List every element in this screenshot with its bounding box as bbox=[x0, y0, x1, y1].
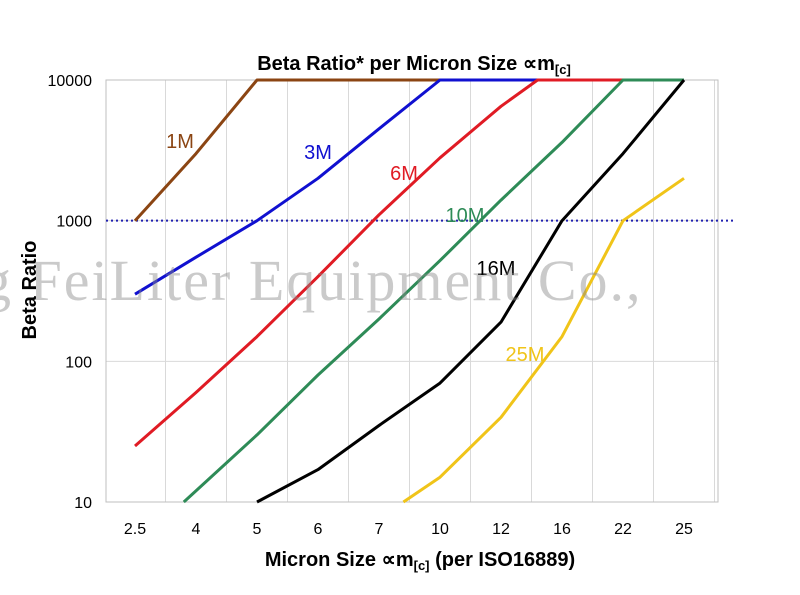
x-axis-title: Micron Size ∝m[c] (per ISO16889) bbox=[265, 549, 575, 573]
x-tick-label: 10 bbox=[431, 521, 449, 538]
x-tick-label: 6 bbox=[314, 521, 323, 538]
x-tick-label: 7 bbox=[375, 521, 384, 538]
x-tick-label: 25 bbox=[675, 521, 693, 538]
series-label-1m: 1M bbox=[166, 131, 194, 153]
series-line-10m bbox=[182, 78, 684, 504]
watermark: g FeiLiter Equipment Co., bbox=[0, 248, 643, 313]
x-tick-label: 16 bbox=[553, 521, 571, 538]
y-tick-label: 10000 bbox=[48, 73, 93, 90]
series-labels: 1M 3M 6M 10M 16M 25M bbox=[166, 131, 544, 366]
series-label-3m: 3M bbox=[304, 142, 332, 164]
series-line-16m bbox=[256, 79, 686, 504]
x-tick-label: 5 bbox=[253, 521, 262, 538]
series-line-6m bbox=[134, 78, 684, 448]
x-tick-labels: 2.5 4 5 6 7 10 12 16 22 25 bbox=[124, 521, 693, 538]
x-tick-label: 2.5 bbox=[124, 521, 146, 538]
x-tick-label: 12 bbox=[492, 521, 510, 538]
x-tick-label: 4 bbox=[192, 521, 201, 538]
chart-title: Beta Ratio* per Micron Size ∝m[c] bbox=[257, 53, 571, 77]
series-label-10m: 10M bbox=[446, 205, 485, 227]
series-line-25m bbox=[402, 177, 685, 504]
y-tick-labels: 10 100 1000 10000 bbox=[48, 73, 93, 512]
x-tick-label: 22 bbox=[614, 521, 632, 538]
series-label-6m: 6M bbox=[390, 163, 418, 185]
y-tick-label: 100 bbox=[65, 354, 92, 371]
series-label-16m: 16M bbox=[477, 258, 516, 280]
y-tick-label: 1000 bbox=[56, 214, 92, 231]
series-line-3m bbox=[134, 78, 684, 296]
y-axis-title: Beta Ratio bbox=[19, 241, 41, 340]
series-label-25m: 25M bbox=[506, 344, 545, 366]
y-tick-label: 10 bbox=[74, 495, 92, 512]
series-lines bbox=[133, 78, 686, 504]
